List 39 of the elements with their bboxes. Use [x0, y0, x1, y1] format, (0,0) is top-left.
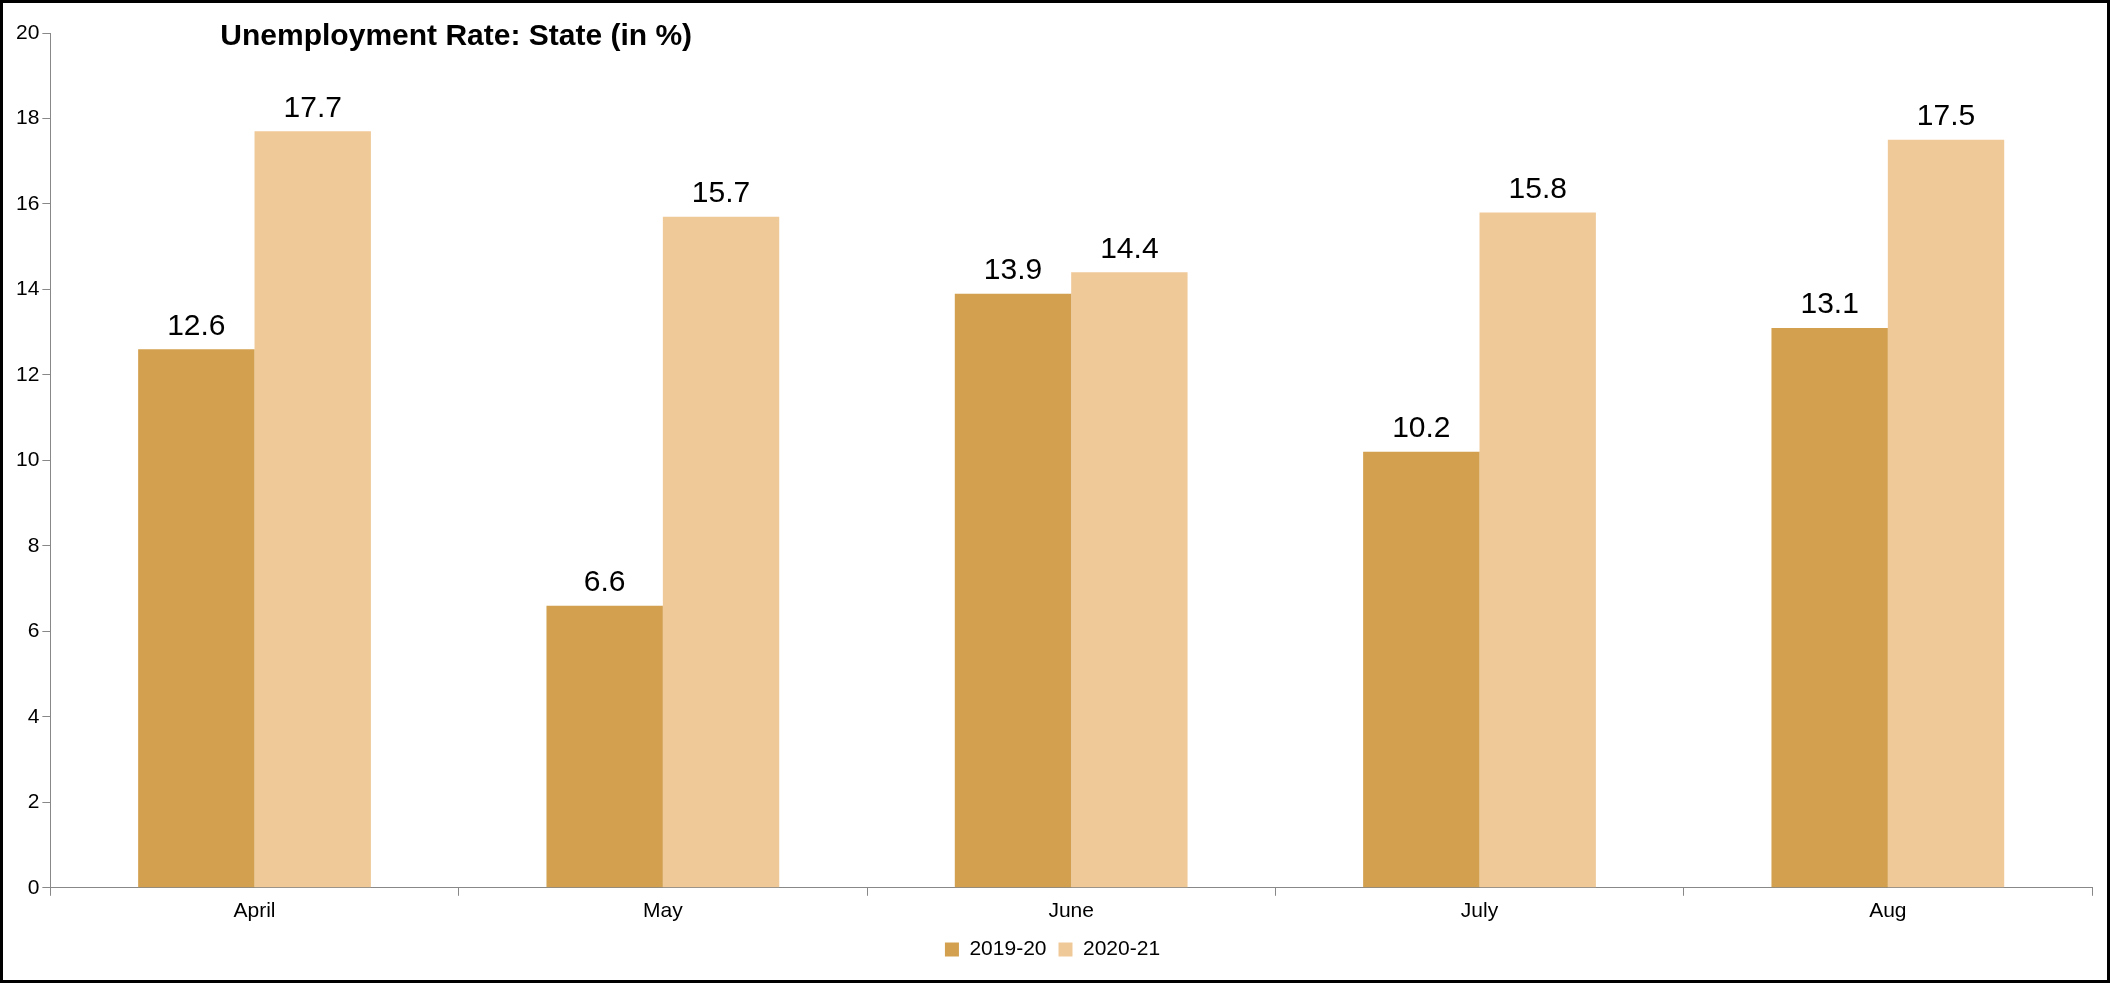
y-tick-label: 4 [27, 703, 40, 727]
bar [1771, 327, 1888, 888]
y-tick-label: 16 [16, 190, 40, 214]
data-label: 13.1 [1800, 286, 1859, 320]
bar [138, 349, 255, 888]
bar [1479, 212, 1596, 888]
bar [546, 605, 663, 888]
chart-title: Unemployment Rate: State (in %) [220, 18, 693, 52]
y-tick-label: 8 [27, 532, 40, 556]
data-label: 15.8 [1508, 170, 1567, 204]
bar [662, 216, 780, 888]
bar [1887, 139, 2005, 888]
data-label: 13.9 [983, 251, 1043, 285]
bar [1071, 272, 1188, 888]
x-tick-label: May [643, 898, 684, 922]
data-label: 15.7 [691, 175, 751, 209]
bar [1363, 451, 1480, 888]
y-tick-label: 6 [27, 618, 40, 642]
bar [954, 293, 1072, 888]
legend-label: 2020-21 [1083, 936, 1161, 960]
x-tick-label: July [1460, 898, 1499, 922]
y-tick-label: 18 [16, 105, 40, 129]
y-tick-label: 2 [27, 789, 40, 813]
y-tick-label: 20 [16, 19, 40, 43]
y-tick-label: 0 [27, 874, 40, 898]
data-label: 6.6 [583, 563, 626, 597]
y-tick-label: 14 [16, 276, 40, 300]
bar [254, 131, 371, 888]
y-tick-label: 10 [16, 447, 40, 471]
y-tick-label: 12 [16, 361, 40, 385]
x-tick-label: Aug [1869, 898, 1907, 922]
data-label: 17.5 [1916, 98, 1976, 132]
x-tick-label: June [1048, 898, 1094, 922]
data-label: 12.6 [167, 307, 226, 341]
legend-label: 2019-20 [969, 936, 1047, 960]
data-label: 17.7 [283, 89, 342, 123]
data-label: 10.2 [1392, 410, 1451, 444]
x-tick-label: April [233, 898, 276, 922]
data-label: 14.4 [1100, 230, 1159, 264]
